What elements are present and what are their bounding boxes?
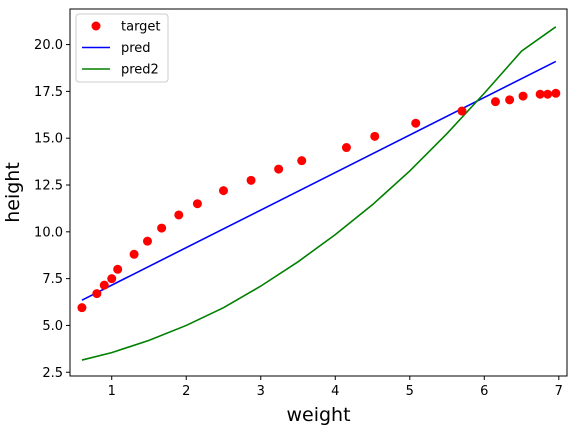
legend-label-target: target <box>121 20 161 35</box>
plot-frame <box>69 8 568 377</box>
x-tick-label: 3 <box>257 384 265 399</box>
y-axis-label: height <box>2 162 24 223</box>
data-point-target <box>174 210 184 220</box>
data-point-target <box>370 131 380 141</box>
data-point-target <box>518 91 528 101</box>
y-tick-label: 15.0 <box>34 132 63 147</box>
legend-box <box>75 13 169 83</box>
data-point-target <box>129 249 139 259</box>
y-tick-label: 7.5 <box>42 272 63 287</box>
data-point-target <box>551 88 561 98</box>
legend-label-pred2: pred2 <box>121 63 159 78</box>
y-tick-label: 5.0 <box>42 319 63 334</box>
x-axis-label: weight <box>286 404 350 426</box>
x-tick-label: 5 <box>406 384 414 399</box>
data-point-target <box>113 264 123 274</box>
series-line-pred <box>81 60 557 301</box>
data-point-target <box>246 175 256 185</box>
data-point-target <box>411 118 421 128</box>
data-point-target <box>107 274 117 284</box>
y-tick-label: 2.5 <box>42 366 63 381</box>
data-point-target <box>341 143 351 153</box>
legend: target pred pred2 <box>75 13 169 83</box>
data-point-target <box>457 106 467 116</box>
data-point-target <box>77 303 87 313</box>
data-point-target <box>274 164 284 174</box>
legend-marker-target <box>91 21 101 31</box>
data-point-target <box>142 236 152 246</box>
y-tick-label: 17.5 <box>34 85 63 100</box>
data-point-target <box>505 95 515 105</box>
x-tick-label: 2 <box>182 384 190 399</box>
x-tick-label: 1 <box>108 384 116 399</box>
data-point-target <box>92 289 102 299</box>
series-line-pred2 <box>81 26 557 361</box>
y-tick-label: 12.5 <box>34 179 63 194</box>
data-point-target <box>157 223 167 233</box>
y-tick-label: 10.0 <box>34 225 63 240</box>
data-point-target <box>297 156 307 166</box>
ticks-layer: 1 2 3 4 5 6 7 2.5 5.0 7.5 10.0 12.5 15.0 17.5 20.0 <box>34 38 563 399</box>
y-tick-label: 20.0 <box>34 38 63 53</box>
data-point-target <box>99 280 109 290</box>
data-layer <box>77 26 561 361</box>
data-point-target <box>218 186 228 196</box>
data-point-target <box>535 89 545 99</box>
data-point-target <box>543 89 553 99</box>
data-point-target <box>490 97 500 107</box>
x-tick-label: 6 <box>480 384 488 399</box>
x-tick-label: 4 <box>331 384 339 399</box>
legend-label-pred: pred <box>121 41 151 56</box>
x-tick-label: 7 <box>555 384 563 399</box>
data-point-target <box>192 199 202 209</box>
